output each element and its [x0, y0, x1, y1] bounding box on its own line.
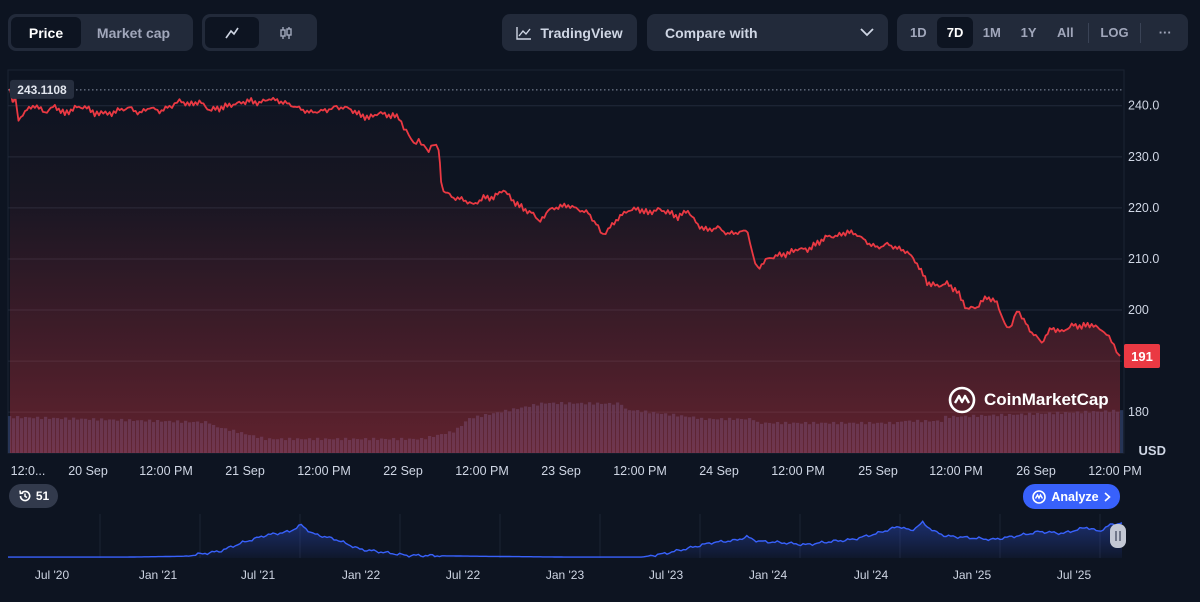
y-axis-unit: USD: [1139, 443, 1166, 458]
navigator-x-tick-label: Jul '24: [854, 568, 889, 582]
navigator-x-tick-label: Jul '21: [241, 568, 276, 582]
volume-bar: [1120, 410, 1124, 453]
navigator-x-tick-label: Jul '23: [649, 568, 684, 582]
y-tick-label: 220.0: [1128, 201, 1159, 215]
x-tick-label: 26 Sep: [1016, 464, 1056, 478]
chevron-right-icon: [1104, 491, 1111, 502]
navigator-handle[interactable]: [1110, 524, 1126, 548]
navigator-x-tick-label: Jan '21: [139, 568, 178, 582]
x-tick-label: 12:00 PM: [929, 464, 983, 478]
tab-price[interactable]: Price: [11, 17, 81, 48]
navigator-x-axis: Jul '20 Jan '21 Jul '21 Jan '22 Jul '22 Jan '…: [35, 568, 1092, 582]
navigator-x-tick-label: Jan '23: [546, 568, 585, 582]
history-count-badge[interactable]: 51: [9, 484, 58, 508]
x-tick-label: 12:00 PM: [455, 464, 509, 478]
price-line: [9, 88, 1121, 357]
coinmarketcap-watermark: CoinMarketCap: [948, 386, 1109, 414]
x-tick-label: 12:0...: [11, 464, 46, 478]
navigator-x-tick-label: Jan '24: [749, 568, 788, 582]
analyze-label: Analyze: [1051, 489, 1099, 504]
x-tick-label: 12:00 PM: [613, 464, 667, 478]
more-options-button[interactable]: ···: [1158, 25, 1172, 40]
range-7d-button[interactable]: 7D: [936, 17, 974, 48]
navigator-x-tick-label: Jul '22: [446, 568, 481, 582]
range-1m-button[interactable]: 1M: [982, 25, 1001, 40]
line-chart-icon: [225, 27, 239, 38]
x-tick-label: 23 Sep: [541, 464, 581, 478]
navigator-area: [8, 521, 1122, 558]
y-axis: 180 200 210.0 220.0 230.0 240.0: [1128, 99, 1159, 419]
current-price-value: 191: [1131, 349, 1153, 364]
history-icon: [19, 490, 31, 502]
price-area-fill: [10, 88, 1120, 453]
x-tick-label: 22 Sep: [383, 464, 423, 478]
y-tick-label: 240.0: [1128, 99, 1159, 113]
coinmarketcap-logo-icon: [1032, 489, 1047, 504]
high-price-value: 243.1108: [17, 83, 67, 97]
analyze-button[interactable]: Analyze: [1023, 484, 1120, 509]
y-tick-label: 230.0: [1128, 150, 1159, 164]
x-tick-label: 12:00 PM: [1088, 464, 1142, 478]
range-1y-button[interactable]: 1Y: [1020, 25, 1037, 40]
log-scale-button[interactable]: LOG: [1100, 25, 1129, 40]
tab-market-cap[interactable]: Market cap: [96, 24, 171, 41]
toolbar-divider: [1087, 22, 1089, 43]
current-price-label: 191: [1124, 343, 1160, 368]
navigator-x-tick-label: Jul '25: [1057, 568, 1092, 582]
x-tick-label: 21 Sep: [225, 464, 265, 478]
high-price-label: 243.1108: [10, 79, 74, 99]
chart-type-toggle: Price Market cap: [8, 14, 193, 51]
x-tick-label: 25 Sep: [858, 464, 898, 478]
navigator-line: [8, 520, 1123, 558]
chart-line-icon: [516, 26, 532, 40]
range-1d-button[interactable]: 1D: [910, 25, 927, 40]
range-all-button[interactable]: All: [1056, 25, 1074, 40]
x-axis: 12:0... 20 Sep 12:00 PM 21 Sep 12:00 PM 22 Se…: [11, 464, 1142, 478]
coinmarketcap-logo-icon: [948, 386, 976, 414]
compare-label: Compare with: [665, 24, 758, 41]
navigator-x-tick-label: Jan '22: [342, 568, 381, 582]
tradingview-button[interactable]: TradingView: [502, 14, 637, 51]
y-tick-label: 210.0: [1128, 252, 1159, 266]
chevron-down-icon: [860, 28, 874, 37]
watermark-text: CoinMarketCap: [984, 390, 1109, 409]
y-tick-label: 180: [1128, 405, 1149, 419]
volume-bar: [8, 416, 12, 453]
candlestick-chart-button[interactable]: [259, 17, 313, 48]
tradingview-label: TradingView: [540, 24, 623, 41]
x-tick-label: 12:00 PM: [139, 464, 193, 478]
toolbar-divider: [1140, 22, 1142, 43]
history-count: 51: [35, 489, 50, 503]
navigator-chart[interactable]: Jul '20 Jan '21 Jul '21 Jan '22 Jul '22 Jan '…: [0, 508, 1200, 602]
navigator-x-tick-label: Jul '20: [35, 568, 70, 582]
navigator-x-tick-label: Jan '25: [953, 568, 992, 582]
x-tick-label: 24 Sep: [699, 464, 739, 478]
x-tick-label: 12:00 PM: [297, 464, 351, 478]
x-tick-label: 20 Sep: [68, 464, 108, 478]
line-chart-button[interactable]: [205, 17, 259, 48]
compare-dropdown[interactable]: Compare with: [647, 14, 888, 51]
y-tick-label: 200: [1128, 303, 1149, 317]
x-tick-label: 12:00 PM: [771, 464, 825, 478]
time-range-toggle: 1D 7D 1M 1Y All LOG ···: [897, 14, 1188, 51]
candlestick-icon: [280, 26, 292, 39]
chart-style-toggle: [202, 14, 317, 51]
